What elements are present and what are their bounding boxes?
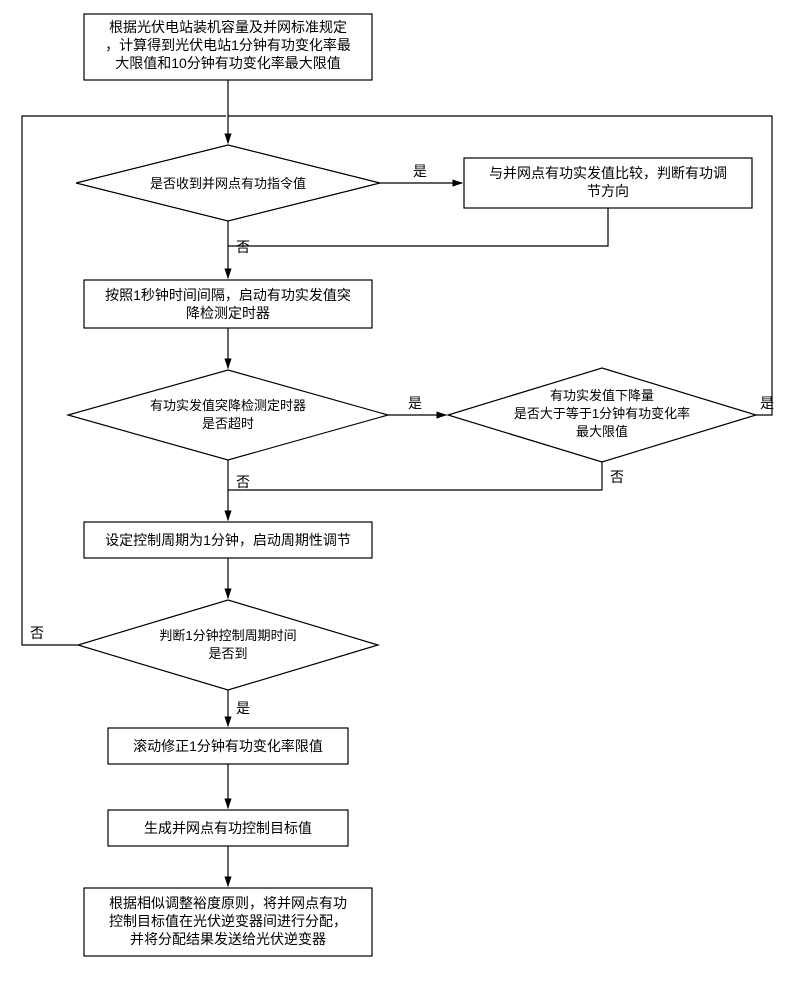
d4-line2: 是否到 bbox=[208, 646, 247, 661]
n7-line2: 控制目标值在光伏逆变器间进行分配， bbox=[109, 913, 347, 929]
n2-line2: 节方向 bbox=[587, 183, 629, 199]
d4-yes-label: 是 bbox=[236, 700, 250, 716]
d2-line1: 有功实发值突降检测定时器 bbox=[150, 398, 306, 413]
d3-line3: 最大限值 bbox=[576, 424, 628, 439]
d2-yes-label: 是 bbox=[408, 395, 422, 411]
n5-line1: 滚动修正1分钟有功变化率限值 bbox=[133, 738, 323, 754]
d3-no-label: 否 bbox=[610, 469, 624, 485]
n7-line3: 并将分配结果发送给光伏逆变器 bbox=[130, 931, 326, 947]
n3-line2: 降检测定时器 bbox=[186, 305, 270, 321]
node-d4 bbox=[78, 600, 378, 690]
d1-no-label: 否 bbox=[236, 239, 250, 255]
d3-line2: 是否大于等于1分钟有功变化率 bbox=[514, 406, 690, 421]
n4-line1: 设定控制周期为1分钟，启动周期性调节 bbox=[105, 532, 351, 548]
n6-line1: 生成并网点有功控制目标值 bbox=[144, 820, 312, 836]
n1-line3: 大限值和10分钟有功变化率最大限值 bbox=[115, 55, 341, 71]
n3-line1: 按照1秒钟时间间隔，启动有功实发值突 bbox=[105, 287, 351, 303]
n1-line2: ，计算得到光伏电站1分钟有功变化率最 bbox=[105, 37, 351, 53]
n1-line1: 根据光伏电站装机容量及并网标准规定 bbox=[109, 19, 347, 35]
d4-no-label: 否 bbox=[30, 625, 44, 641]
n7-line1: 根据相似调整裕度原则，将并网点有功 bbox=[109, 895, 347, 911]
d1-line1: 是否收到并网点有功指令值 bbox=[150, 176, 306, 191]
node-d2 bbox=[68, 370, 388, 460]
d1-yes-label: 是 bbox=[413, 163, 427, 179]
d3-line1: 有功实发值下降量 bbox=[550, 388, 654, 403]
d2-no-label: 否 bbox=[236, 474, 250, 490]
d2-line2: 是否超时 bbox=[202, 416, 254, 431]
d4-line1: 判断1分钟控制周期时间 bbox=[159, 628, 296, 643]
d3-yes-label: 是 bbox=[760, 395, 774, 411]
n2-line1: 与并网点有功实发值比较，判断有功调 bbox=[489, 165, 727, 181]
